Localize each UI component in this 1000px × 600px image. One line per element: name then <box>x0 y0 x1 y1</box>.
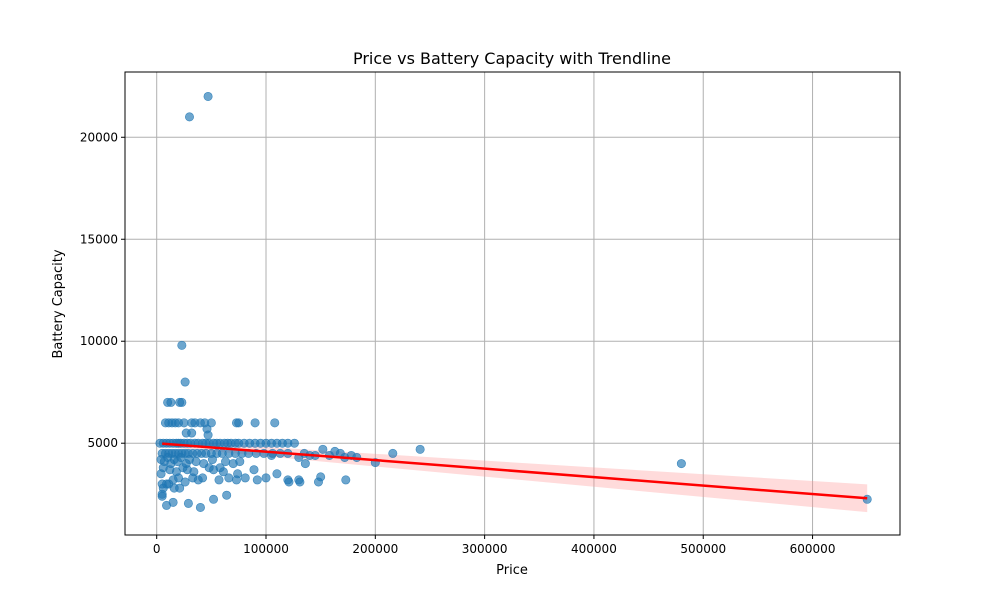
x-tick-label: 100000 <box>243 542 289 556</box>
x-tick-label: 400000 <box>571 542 617 556</box>
x-ticks: 0 100000 200000 300000 400000 500000 600000 <box>153 535 836 556</box>
data-point <box>249 465 259 475</box>
data-point <box>388 448 398 458</box>
data-point <box>261 473 271 483</box>
y-tick-label: 15000 <box>80 232 118 246</box>
plot-frame <box>124 71 901 536</box>
data-point <box>295 477 305 487</box>
data-point <box>162 500 172 510</box>
y-tick-label: 20000 <box>80 130 118 144</box>
data-point <box>318 444 328 454</box>
data-point <box>316 472 326 482</box>
data-point <box>180 377 190 387</box>
data-point <box>270 418 280 428</box>
data-point <box>341 475 351 485</box>
data-point <box>206 418 216 428</box>
data-point <box>300 459 310 469</box>
y-tick-label: 5000 <box>87 436 118 450</box>
data-point <box>235 457 245 467</box>
y-axis-label: Battery Capacity <box>51 249 66 358</box>
data-point <box>195 502 205 512</box>
data-point <box>175 397 185 407</box>
x-tick-label: 200000 <box>352 542 398 556</box>
data-point <box>214 475 224 485</box>
data-point <box>179 418 189 428</box>
data-point <box>176 452 186 462</box>
data-point <box>183 498 193 508</box>
x-tick-label: 0 <box>153 542 161 556</box>
data-point <box>240 473 250 483</box>
data-point <box>198 473 208 483</box>
data-point <box>166 397 176 407</box>
data-point <box>191 457 201 467</box>
chart-title: Price vs Battery Capacity with Trendline <box>353 49 671 68</box>
x-tick-label: 300000 <box>462 542 508 556</box>
y-ticks: 5000 10000 15000 20000 <box>80 130 125 450</box>
x-tick-label: 500000 <box>680 542 726 556</box>
data-point <box>234 418 244 428</box>
data-point <box>224 473 234 483</box>
data-point <box>676 459 686 469</box>
data-point <box>209 494 219 504</box>
data-point <box>203 91 213 101</box>
x-tick-label: 600000 <box>790 542 836 556</box>
data-point <box>284 477 294 487</box>
data-point <box>222 490 232 500</box>
data-point <box>184 112 194 122</box>
data-point <box>218 467 228 477</box>
data-point <box>231 475 241 485</box>
data-point <box>177 340 187 350</box>
trendline-layer <box>162 442 868 500</box>
data-point <box>250 418 260 428</box>
data-point <box>272 469 282 479</box>
data-point <box>203 430 213 440</box>
data-point <box>289 438 299 448</box>
data-point <box>157 491 167 501</box>
data-point <box>175 483 185 493</box>
y-tick-label: 10000 <box>80 334 118 348</box>
data-point <box>415 444 425 454</box>
data-point <box>187 428 197 438</box>
trendline <box>162 442 868 500</box>
data-point <box>207 455 217 465</box>
x-axis-label: Price <box>496 563 528 578</box>
data-point <box>156 469 166 479</box>
data-point <box>174 473 184 483</box>
data-point <box>252 475 262 485</box>
data-point <box>180 477 190 487</box>
